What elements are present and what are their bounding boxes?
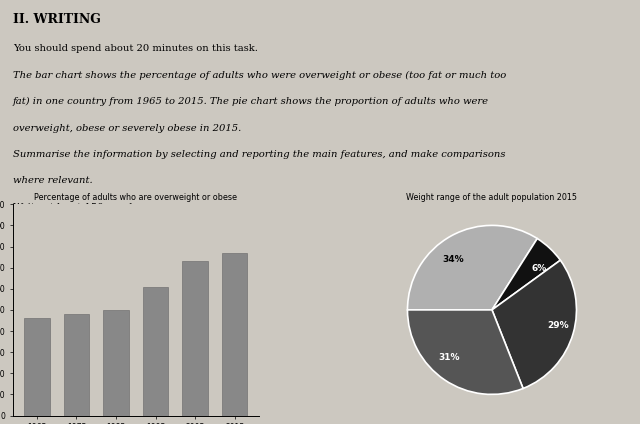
Text: You should spend about 20 minutes on this task.: You should spend about 20 minutes on thi… (13, 45, 258, 53)
Wedge shape (408, 226, 537, 310)
Text: Summarise the information by selecting and reporting the main features, and make: Summarise the information by selecting a… (13, 150, 506, 159)
Wedge shape (492, 239, 561, 310)
Text: fat) in one country from 1965 to 2015. The pie chart shows the proportion of adu: fat) in one country from 1965 to 2015. T… (13, 97, 489, 106)
Bar (63, 314, 89, 416)
Wedge shape (408, 310, 523, 394)
Bar (24, 318, 50, 416)
Text: 6%: 6% (531, 263, 547, 273)
Title: Weight range of the adult population 2015: Weight range of the adult population 201… (406, 193, 577, 202)
Text: Write at least 150 words.: Write at least 150 words. (13, 203, 140, 212)
Text: where relevant.: where relevant. (13, 176, 92, 185)
Text: II. WRITING: II. WRITING (13, 13, 100, 26)
Text: 34%: 34% (443, 255, 464, 264)
Title: Percentage of adults who are overweight or obese: Percentage of adults who are overweight … (34, 193, 237, 202)
Bar (182, 261, 208, 416)
Bar (143, 287, 168, 416)
Text: 31%: 31% (438, 353, 460, 362)
Wedge shape (492, 260, 577, 388)
Bar (222, 253, 248, 416)
Bar (103, 310, 129, 416)
Text: The bar chart shows the percentage of adults who were overweight or obese (too f: The bar chart shows the percentage of ad… (13, 71, 506, 80)
Text: overweight, obese or severely obese in 2015.: overweight, obese or severely obese in 2… (13, 124, 241, 133)
Text: 29%: 29% (547, 321, 569, 330)
